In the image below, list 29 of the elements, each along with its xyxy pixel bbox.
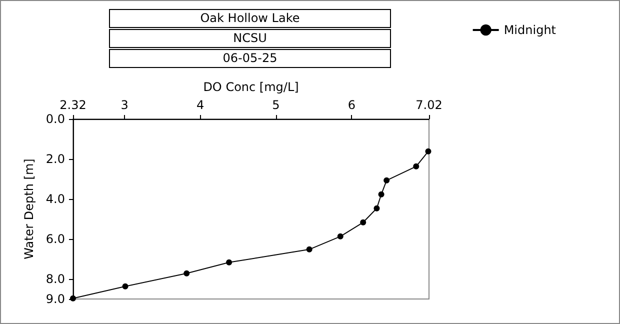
y-tick-label: 0.0 [46,112,65,126]
point [374,205,380,212]
point [378,191,384,198]
point [413,163,420,170]
y-axis-title: Water Depth [m] [22,158,36,260]
point [226,259,232,266]
point [122,283,128,290]
y-tick-label: 6.0 [46,232,65,246]
chart-title: Oak Hollow Lake [109,9,391,28]
y-tick-label: 4.0 [46,192,65,206]
y-tick-label: 2.0 [46,152,65,166]
x-tick-label: 3 [120,98,128,112]
text: 06-05-25 [109,49,391,68]
point [306,246,312,252]
legend-label: Midnight [504,23,556,37]
point [337,233,344,240]
x-tick-label: 7.02 [416,98,442,112]
x-tick-label: 2.32 [60,98,86,112]
point [425,148,432,154]
x-tick-label: 6 [348,98,356,112]
x-tick-label: 5 [272,98,280,112]
point [360,219,366,226]
y-tick-label: 9.0 [46,292,65,306]
point [384,177,390,184]
x-axis-title: DO Conc [mg/L] [203,80,299,94]
x-tick-label: 4 [196,98,204,112]
y-tick-label: 8.0 [46,272,65,286]
chart-subtitle: NCSU [109,29,391,48]
point [184,270,190,276]
